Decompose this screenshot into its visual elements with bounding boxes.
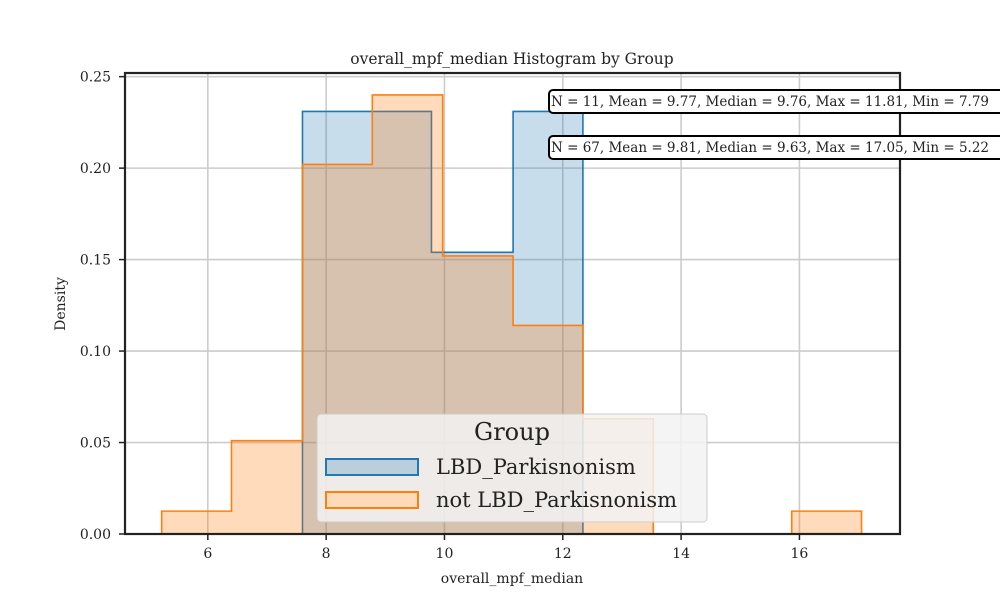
y-tick-label: 0.10 (80, 344, 111, 360)
legend: Group LBD_Parkisnonism not LBD_Parkisnon… (316, 413, 708, 523)
plot-frame (123, 71, 902, 536)
legend-label-lbd: LBD_Parkisnonism (436, 455, 636, 479)
chart-title: overall_mpf_median Histogram by Group (350, 50, 673, 68)
y-tick-label: 0.20 (80, 161, 111, 177)
x-tick-label: 12 (554, 546, 572, 562)
axes: 6 8 10 12 14 16 0.00 0.05 0.10 0.15 0.20 0.25 (80, 70, 902, 562)
histogram-bar (231, 440, 303, 534)
histogram-outline (160, 94, 863, 534)
histogram-bar (161, 511, 232, 534)
x-tick-label: 6 (203, 546, 212, 562)
histogram-bar (791, 511, 862, 534)
y-tick-label: 0.15 (80, 253, 111, 269)
annotation-not-lbd: N = 67, Mean = 9.81, Median = 9.63, Max … (548, 135, 1000, 160)
y-tick-label: 0.05 (80, 436, 111, 452)
legend-swatch-not-lbd (325, 491, 419, 509)
legend-label-not-lbd: not LBD_Parkisnonism (436, 488, 677, 512)
legend-swatch-lbd (325, 458, 419, 476)
x-tick-label: 8 (322, 546, 331, 562)
x-tick-label: 10 (436, 546, 454, 562)
y-tick-label: 0.25 (80, 70, 111, 86)
y-tick-label: 0.00 (80, 527, 111, 543)
annotation-not-lbd-text: N = 67, Mean = 9.81, Median = 9.63, Max … (551, 140, 989, 156)
annotation-lbd: N = 11, Mean = 9.77, Median = 9.76, Max … (548, 89, 1000, 114)
x-tick-label: 14 (672, 546, 690, 562)
annotation-lbd-text: N = 11, Mean = 9.77, Median = 9.76, Max … (551, 94, 989, 110)
x-tick-label: 16 (791, 546, 809, 562)
y-axis-label: Density (53, 277, 69, 331)
x-axis-label: overall_mpf_median (441, 571, 583, 587)
legend-title: Group (474, 418, 550, 446)
